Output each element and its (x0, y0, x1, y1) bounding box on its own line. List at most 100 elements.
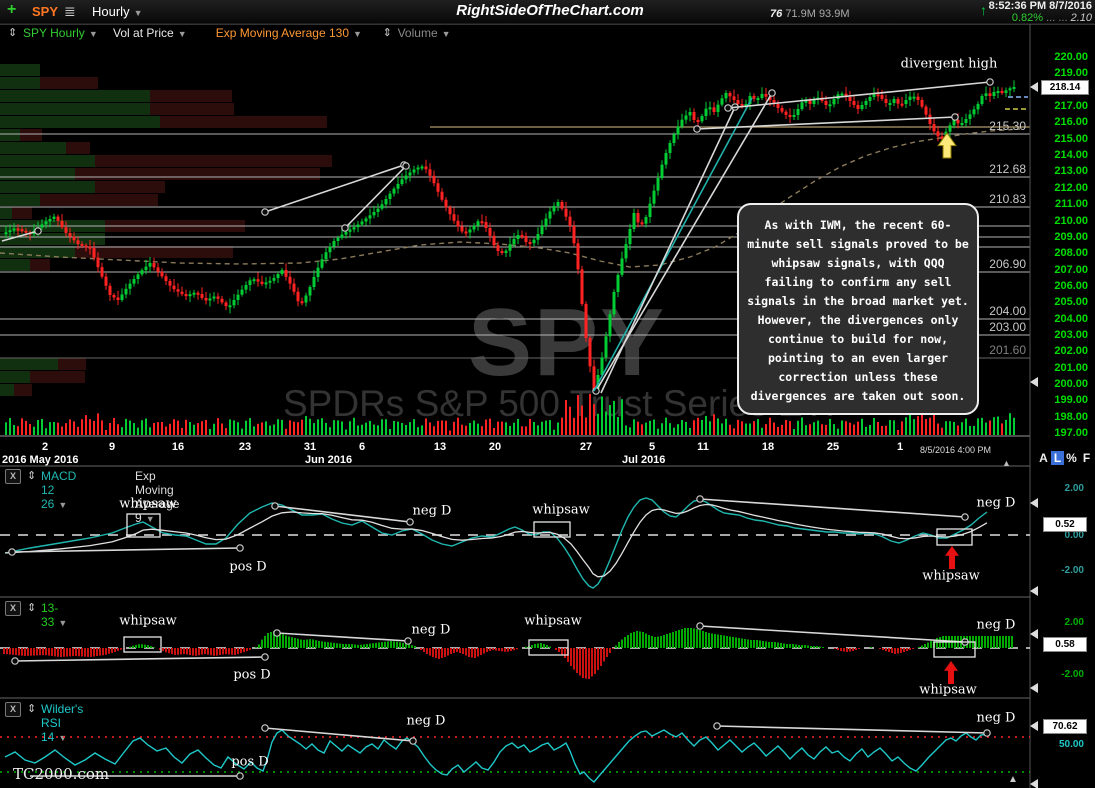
legend-item-label: SPY Hourly (23, 26, 85, 40)
trendline-handle[interactable] (983, 729, 991, 737)
trendline[interactable] (264, 727, 414, 742)
date-tick: 27 (579, 441, 593, 453)
close-button[interactable]: X (5, 702, 21, 717)
volume-bars (5, 393, 1015, 435)
updown-arrows-icon[interactable]: ⇕ (8, 27, 18, 39)
trendline-handle[interactable] (34, 227, 42, 235)
date-tick: 18 (761, 441, 775, 453)
date-axis: 2 9 16 23 31 6 13 20 27 5 11 18 25 1 2016 May 2016 Jun … (0, 437, 1030, 466)
signal-arrow (945, 546, 959, 569)
macd-dropdown[interactable]: MACD 12 26 ▼ (41, 469, 76, 511)
highlight-box (528, 639, 569, 656)
chevron-down-icon: ▼ (88, 29, 98, 39)
trendline[interactable] (14, 656, 266, 662)
symbol-field[interactable]: SPY (32, 4, 59, 19)
trendline[interactable] (593, 97, 753, 392)
trendline-handle[interactable] (951, 113, 959, 121)
callout-line: pointing to an even larger (767, 351, 948, 365)
trendline-handle[interactable] (236, 772, 244, 780)
trendline-handle[interactable] (11, 657, 19, 665)
chevron-down-icon: ▼ (441, 29, 451, 39)
chevron-down-icon: ▼ (177, 29, 187, 39)
legend-item-4[interactable]: Volume ▼ (398, 26, 451, 40)
callout-line: divergences are taken out soon. (750, 389, 966, 403)
date-tick: 6 (358, 441, 366, 453)
legend-item-2[interactable]: Vol at Price ▼ (113, 26, 187, 40)
trendline-handle[interactable] (261, 653, 269, 661)
trendline-handle[interactable] (271, 502, 279, 510)
trendline-handle[interactable] (693, 125, 701, 133)
updown-arrows-icon[interactable]: ⇕ (27, 703, 37, 715)
legend-item-label: Exp Moving Average 130 (215, 26, 349, 40)
trendline-handle[interactable] (986, 78, 994, 86)
osc-histogram (3, 628, 1013, 679)
trendline[interactable] (699, 498, 966, 518)
callout-line: correction unless these (778, 370, 938, 384)
macd-overlay-label: Exp Moving Average 9 (135, 469, 180, 525)
legend-item-label: Volume (397, 26, 438, 40)
trendline[interactable] (600, 106, 736, 394)
date-tick: 16 (171, 441, 185, 453)
updown-arrows-icon[interactable]: ⇕ (382, 27, 392, 39)
month-label: Jul 2016 (622, 454, 666, 466)
updown-arrows-icon[interactable]: ⇕ (27, 602, 37, 614)
trendline-handle[interactable] (402, 162, 410, 170)
clock-block: 8:52:36 PM 8/7/2016 0.82% ... ... 2.10 (989, 0, 1092, 24)
chevron-down-icon: ▼ (58, 500, 68, 510)
trendline-handle[interactable] (273, 629, 281, 637)
watchlist-icon[interactable]: ≣ (64, 3, 76, 19)
macd-line (4, 497, 988, 589)
date-tick: 23 (238, 441, 252, 453)
rsi-line (4, 729, 989, 783)
rsi-dropdown[interactable]: Wilder's RSI 14 ▼ (41, 702, 83, 744)
legend-item-3[interactable]: Exp Moving Average 130 ▼ (216, 26, 362, 40)
trendline[interactable] (11, 547, 241, 553)
add-symbol-icon[interactable]: + (7, 1, 17, 18)
signal-arrow (944, 661, 958, 684)
trendline-handle[interactable] (261, 724, 269, 732)
close-button[interactable]: X (5, 469, 21, 484)
trendline-handle[interactable] (409, 737, 417, 745)
trendline-handle[interactable] (8, 548, 16, 556)
trendline[interactable] (716, 725, 988, 734)
osc-dropdown[interactable]: 13-33 ▼ (41, 601, 67, 629)
trendline[interactable] (696, 116, 956, 130)
trendline[interactable] (727, 81, 991, 109)
change-pct: 0.82% (1011, 12, 1044, 24)
change-dots: ... ... (1046, 12, 1068, 24)
trendline-handle[interactable] (406, 518, 414, 526)
trendline-handle[interactable] (696, 622, 704, 630)
trendline[interactable] (699, 625, 966, 643)
chevron-down-icon: ▼ (145, 514, 155, 524)
date-tick: 20 (488, 441, 502, 453)
ema130-line (0, 128, 1021, 268)
last-bar-timestamp: 8/5/2016 4:00 PM (920, 445, 992, 455)
trendline-handle[interactable] (724, 104, 732, 112)
trendline-handle[interactable] (341, 224, 349, 232)
trendline[interactable] (1, 230, 39, 242)
osc-label: 13-33 (41, 601, 59, 629)
close-button[interactable]: X (5, 601, 21, 616)
trendline-handle[interactable] (236, 544, 244, 552)
trendline-handle[interactable] (696, 495, 704, 503)
trendline[interactable] (276, 632, 409, 642)
trendline[interactable] (344, 165, 407, 229)
highlight-box (126, 513, 161, 538)
trendline[interactable] (264, 164, 405, 213)
callout-line: failing to confirm any sell (764, 275, 952, 289)
timeframe-dropdown[interactable]: Hourly ▼ (92, 3, 143, 22)
legend-item-1[interactable]: SPY Hourly ▼ (23, 26, 98, 40)
trendline-handle[interactable] (404, 637, 412, 645)
updown-arrows-icon[interactable]: ⇕ (27, 470, 37, 482)
trendline[interactable] (274, 505, 411, 523)
trendline-handle[interactable] (768, 89, 776, 97)
date-tick: 11 (697, 441, 709, 453)
clock-change: 0.82% ... ... 2.10 (989, 12, 1092, 24)
trendline-handle[interactable] (961, 513, 969, 521)
callout-line: whipsaw signals, with QQQ (771, 256, 945, 270)
trendline-handle[interactable] (713, 722, 721, 730)
macd-overlay-dropdown[interactable]: Exp Moving Average 9 ▼ (135, 469, 179, 525)
chevron-down-icon: ▼ (133, 8, 143, 18)
trendline-handle[interactable] (261, 208, 269, 216)
